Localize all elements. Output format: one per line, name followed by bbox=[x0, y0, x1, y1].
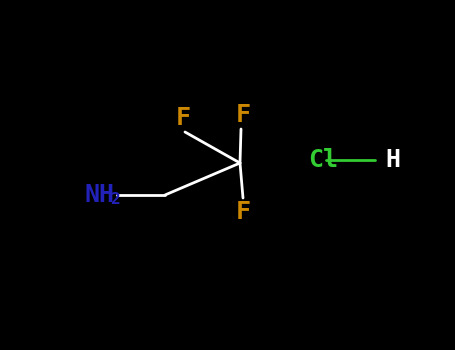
Text: 2: 2 bbox=[110, 193, 120, 208]
Text: Cl: Cl bbox=[308, 148, 338, 172]
Text: H: H bbox=[385, 148, 400, 172]
Text: F: F bbox=[236, 200, 251, 224]
Text: NH: NH bbox=[85, 183, 115, 207]
Text: F: F bbox=[176, 106, 191, 130]
Text: F: F bbox=[236, 103, 251, 127]
